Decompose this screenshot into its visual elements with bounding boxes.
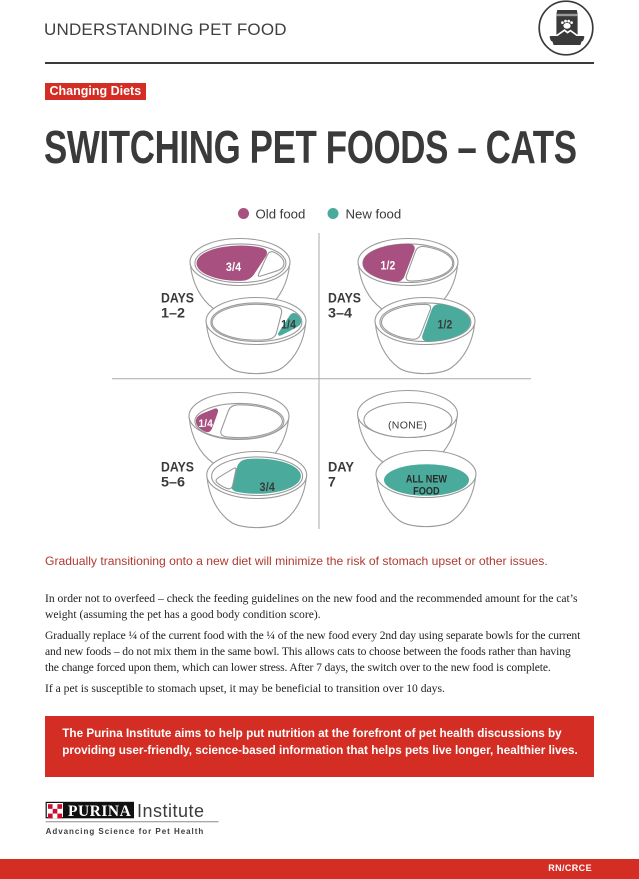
svg-text:1/2: 1/2	[438, 319, 453, 331]
svg-text:1–2: 1–2	[161, 305, 185, 321]
svg-text:DAY: DAY	[328, 458, 355, 474]
svg-text:DAYS: DAYS	[161, 289, 194, 305]
svg-text:3–4: 3–4	[328, 305, 352, 321]
svg-text:1/4: 1/4	[281, 319, 296, 331]
svg-text:1/2: 1/2	[381, 260, 396, 272]
svg-text:Advancing Science for Pet Heal: Advancing Science for Pet Health	[46, 827, 205, 836]
svg-text:New food: New food	[346, 206, 402, 221]
svg-text:1/4: 1/4	[199, 418, 214, 430]
svg-text:DAYS: DAYS	[328, 289, 361, 305]
svg-text:DAYS: DAYS	[161, 458, 194, 474]
svg-text:(NONE): (NONE)	[388, 419, 427, 431]
svg-text:3/4: 3/4	[260, 482, 276, 494]
svg-text:PURINA: PURINA	[68, 803, 132, 820]
svg-text:7: 7	[328, 474, 336, 490]
svg-text:ALL NEW: ALL NEW	[406, 474, 447, 486]
svg-text:FOOD: FOOD	[413, 486, 440, 498]
svg-text:Institute: Institute	[137, 801, 205, 821]
svg-text:3/4: 3/4	[226, 262, 242, 274]
svg-text:Old food: Old food	[256, 206, 306, 221]
svg-text:5–6: 5–6	[161, 474, 185, 490]
